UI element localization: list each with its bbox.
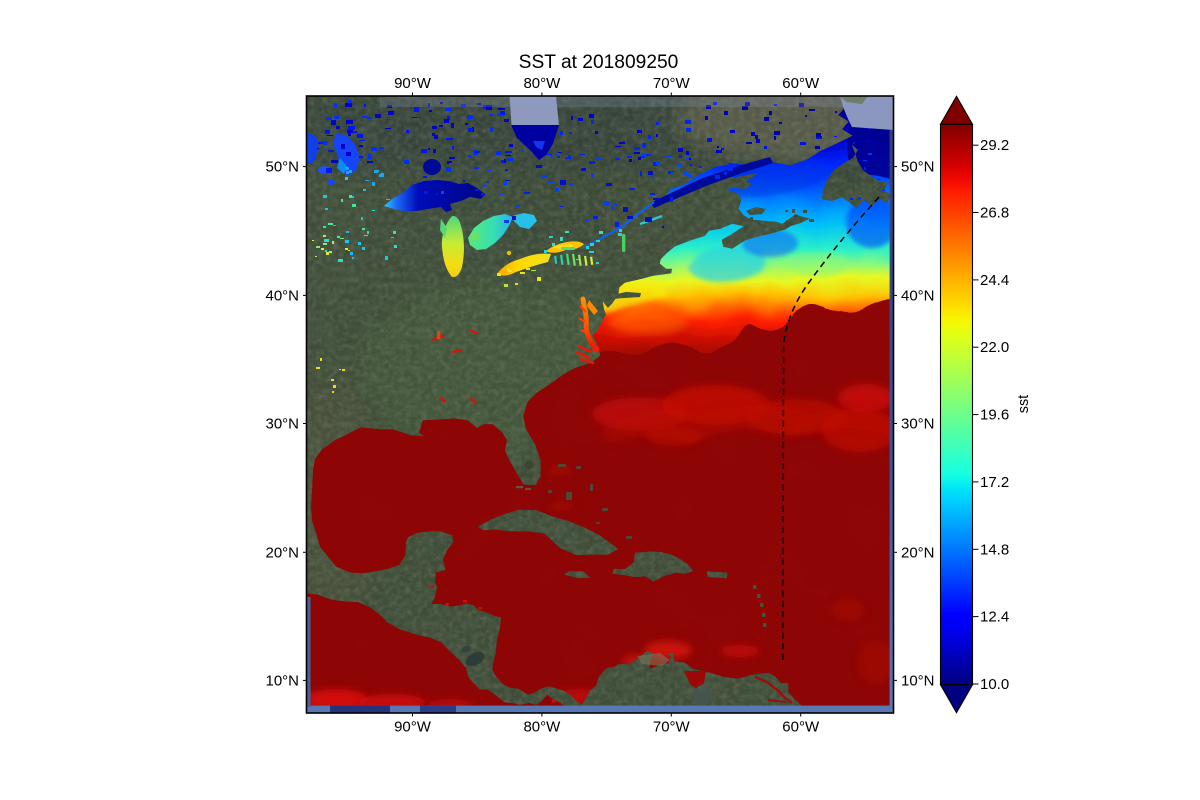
svg-text:90°W: 90°W xyxy=(394,719,432,736)
svg-text:90°W: 90°W xyxy=(394,75,432,92)
svg-text:17.2: 17.2 xyxy=(980,474,1009,491)
svg-text:10°N: 10°N xyxy=(901,672,935,689)
svg-text:80°W: 80°W xyxy=(523,719,561,736)
svg-text:24.4: 24.4 xyxy=(980,272,1009,289)
svg-text:SST at 201809250: SST at 201809250 xyxy=(519,52,679,73)
svg-text:40°N: 40°N xyxy=(901,287,935,304)
svg-text:50°N: 50°N xyxy=(265,159,299,176)
svg-text:60°W: 60°W xyxy=(782,75,820,92)
svg-text:70°W: 70°W xyxy=(653,719,691,736)
svg-text:80°W: 80°W xyxy=(523,75,561,92)
svg-text:30°N: 30°N xyxy=(901,416,935,433)
svg-text:12.4: 12.4 xyxy=(980,609,1009,626)
svg-text:60°W: 60°W xyxy=(782,719,820,736)
svg-text:30°N: 30°N xyxy=(265,416,299,433)
svg-text:14.8: 14.8 xyxy=(980,541,1009,558)
svg-text:29.2: 29.2 xyxy=(980,137,1009,154)
svg-text:22.0: 22.0 xyxy=(980,339,1009,356)
svg-text:20°N: 20°N xyxy=(265,544,299,561)
svg-text:sst: sst xyxy=(1016,395,1032,413)
svg-text:10°N: 10°N xyxy=(265,672,299,689)
svg-text:40°N: 40°N xyxy=(265,287,299,304)
svg-text:20°N: 20°N xyxy=(901,544,935,561)
svg-text:26.8: 26.8 xyxy=(980,205,1009,222)
svg-text:19.6: 19.6 xyxy=(980,407,1009,424)
svg-text:10.0: 10.0 xyxy=(980,676,1009,693)
svg-text:50°N: 50°N xyxy=(901,159,935,176)
svg-text:70°W: 70°W xyxy=(653,75,691,92)
